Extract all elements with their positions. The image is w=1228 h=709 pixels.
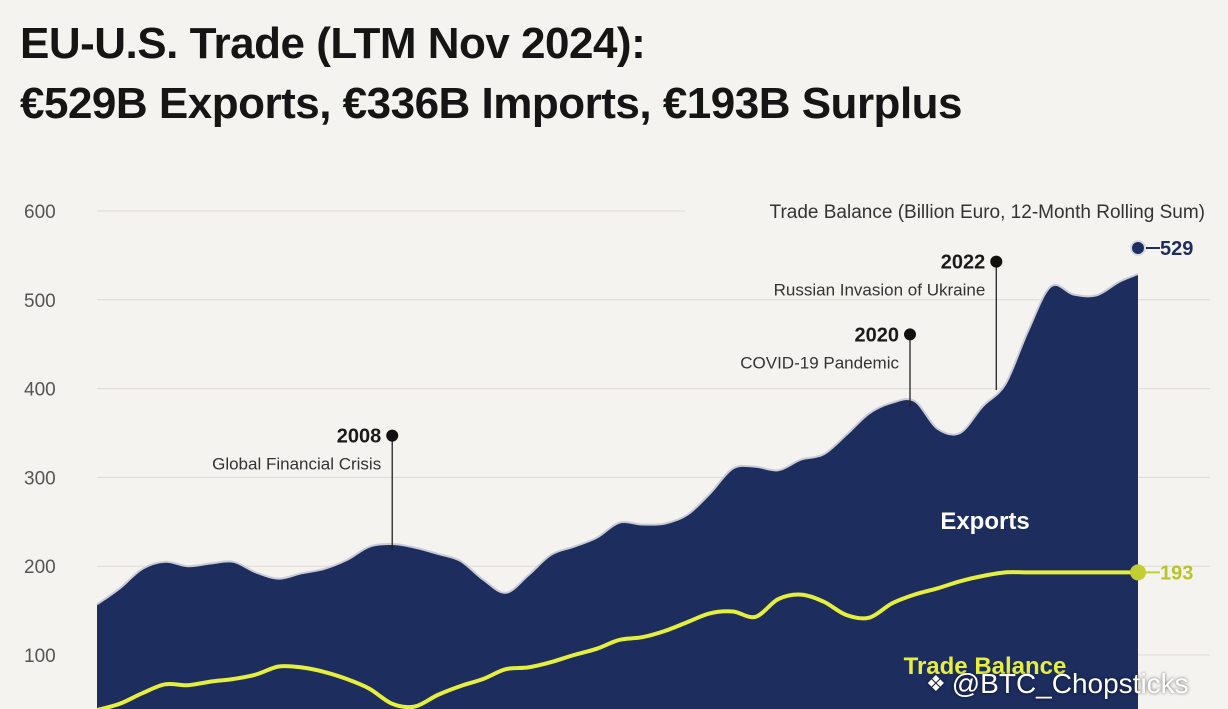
y-axis-ticks: 600 500 400 300 200 100 xyxy=(24,202,56,667)
exports-series-label: Exports xyxy=(940,508,1029,535)
annotation-dot-2022 xyxy=(990,255,1003,268)
exports-area-group xyxy=(96,273,1139,709)
binance-logo-icon: ❖ xyxy=(926,671,946,696)
annotation-text-2020: COVID-19 Pandemic xyxy=(740,353,899,372)
annotation-year-2022: 2022 xyxy=(941,252,986,274)
trade-balance-line xyxy=(96,570,1139,709)
y-tick-label-300: 300 xyxy=(24,468,56,489)
watermark-text: @BTC_Chopsticks xyxy=(951,668,1189,699)
y-tick-label-600: 600 xyxy=(24,202,56,223)
annotation-dot-2008 xyxy=(386,429,399,442)
annotation-text-2008: Global Financial Crisis xyxy=(212,455,381,474)
exports-end-label: 529 xyxy=(1160,238,1193,260)
annotation-text-2022: Russian Invasion of Ukraine xyxy=(774,281,986,300)
balance-end-label: 193 xyxy=(1160,562,1193,584)
watermark: ❖ @BTC_Chopsticks xyxy=(926,668,1189,700)
annotation-year-2020: 2020 xyxy=(854,324,899,346)
y-tick-label-100: 100 xyxy=(24,646,56,667)
y-tick-label-400: 400 xyxy=(24,380,56,401)
balance-end-dot xyxy=(1130,564,1146,581)
y-tick-label-500: 500 xyxy=(24,291,56,312)
annotations: 2008 Global Financial Crisis 2020 COVID-19 … xyxy=(212,252,1003,550)
chart-title-line-1: EU-U.S. Trade (LTM Nov 2024): xyxy=(20,19,646,68)
trade-balance-group xyxy=(96,570,1139,709)
chart-subtitle: Trade Balance (Billion Euro, 12-Month Ro… xyxy=(770,202,1205,223)
exports-end-dot xyxy=(1130,240,1146,257)
chart-title-line-2: €529B Exports, €336B Imports, €193B Surp… xyxy=(20,79,963,128)
chart-title: EU-U.S. Trade (LTM Nov 2024): €529B Expo… xyxy=(20,14,963,134)
annotation-year-2008: 2008 xyxy=(337,426,382,448)
trade-balance-series-label: Trade Balance xyxy=(904,653,1067,680)
y-tick-label-200: 200 xyxy=(24,557,56,578)
end-value-markers: 529 193 xyxy=(1130,238,1193,584)
exports-area xyxy=(97,274,1138,709)
exports-edge-line xyxy=(96,273,1139,606)
annotation-dot-2020 xyxy=(903,328,916,341)
